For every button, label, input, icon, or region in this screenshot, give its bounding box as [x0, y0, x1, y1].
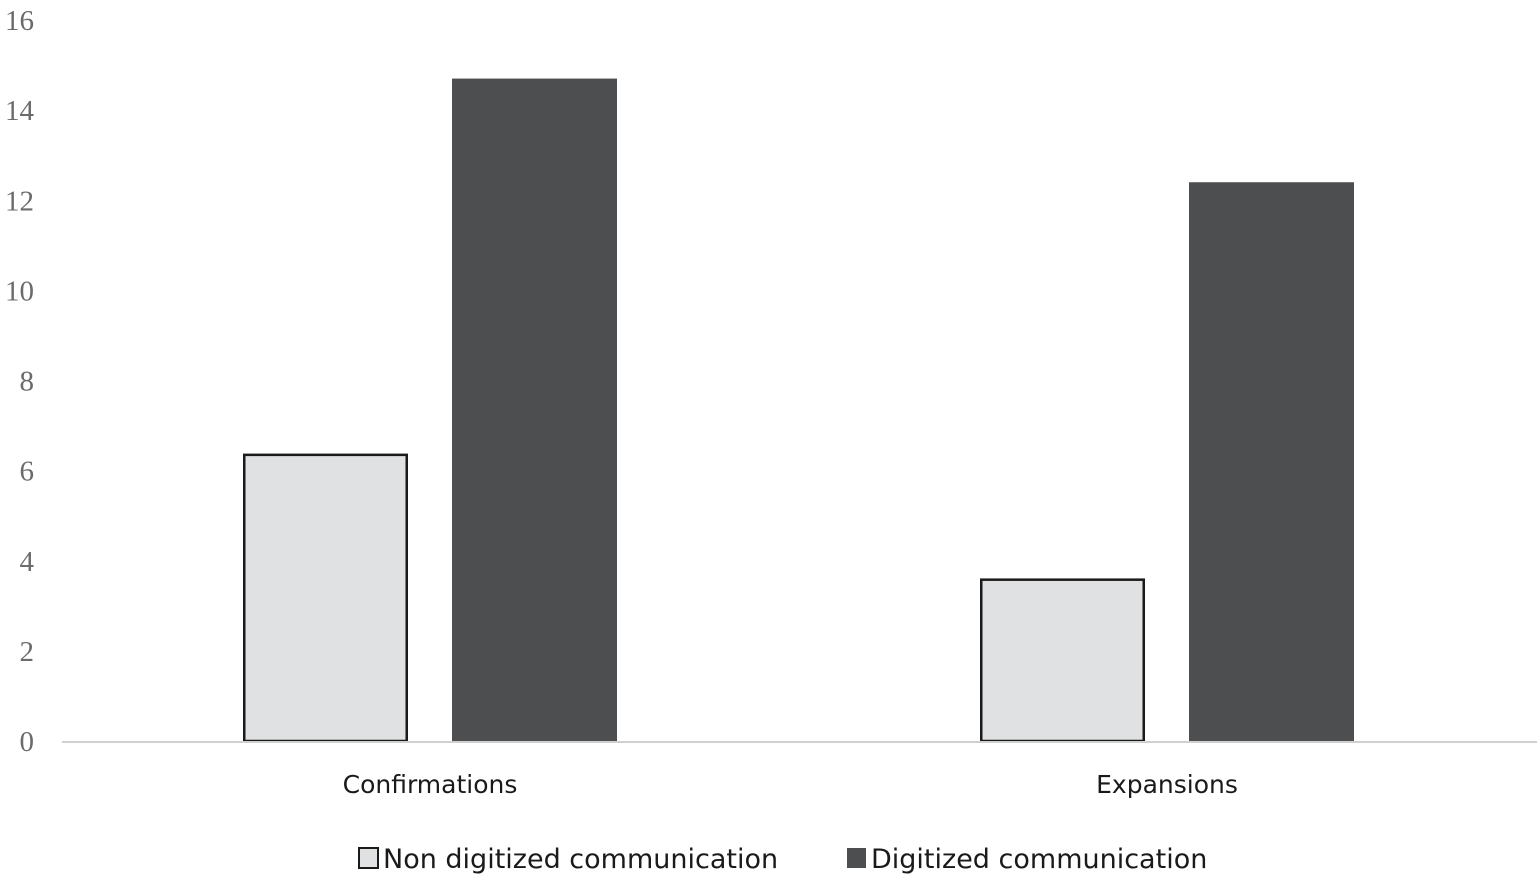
y-tick-label: 0	[20, 726, 35, 758]
y-axis-ticks: 0 2 4 6 8 10 12 14 16	[5, 5, 35, 758]
bar-digitized-confirmations	[452, 78, 617, 742]
legend-swatch-non-digitized	[358, 847, 379, 869]
y-tick-label: 4	[20, 546, 35, 578]
legend-swatch-digitized	[847, 848, 866, 868]
y-tick-label: 16	[5, 5, 34, 37]
legend-label-digitized: Digitized communication	[871, 844, 1207, 875]
y-tick-label: 10	[5, 275, 34, 307]
legend-label-non-digitized: Non digitized communication	[383, 844, 778, 875]
y-tick-label: 14	[5, 95, 35, 127]
y-tick-label: 12	[5, 185, 34, 217]
bar-digitized-expansions	[1189, 182, 1354, 742]
y-tick-label: 2	[20, 636, 35, 668]
bars	[243, 78, 1354, 743]
y-tick-label: 6	[20, 456, 35, 488]
y-tick-label: 8	[20, 366, 35, 398]
legend: Non digitized communication Digitized com…	[358, 844, 1207, 875]
bar-non-digitized-expansions	[980, 578, 1145, 743]
bar-non-digitized-confirmations	[243, 453, 408, 743]
x-category-label: Confirmations	[343, 770, 518, 799]
x-category-label: Expansions	[1096, 770, 1238, 799]
category-labels: Confirmations Expansions	[343, 770, 1238, 799]
